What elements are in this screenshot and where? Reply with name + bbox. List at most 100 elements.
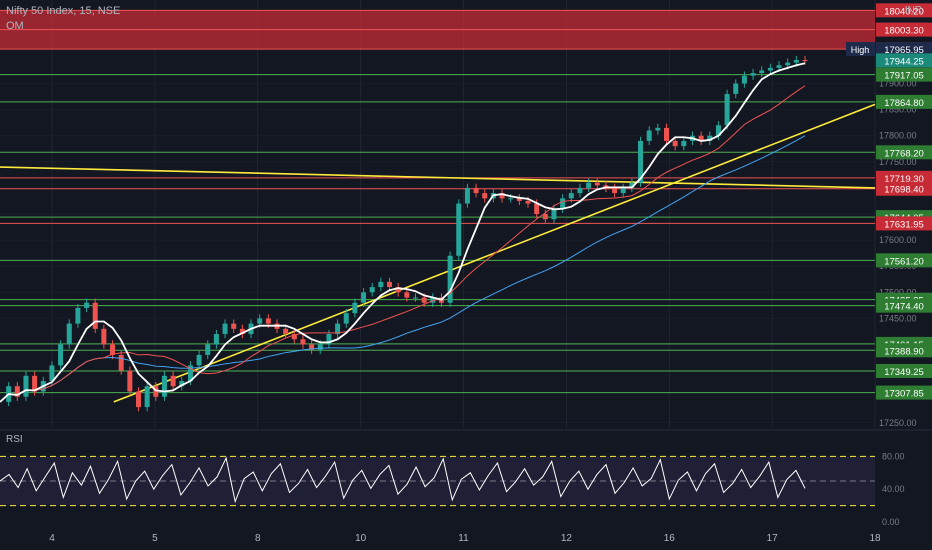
candle-body xyxy=(101,328,107,345)
candle-body xyxy=(179,381,185,387)
level-label: 17917.05 xyxy=(884,71,924,82)
candle-body xyxy=(646,130,652,141)
x-tick-label: 10 xyxy=(355,533,367,544)
level-label: 17768.20 xyxy=(884,148,924,159)
candle-body xyxy=(170,375,176,387)
candle-body xyxy=(560,198,566,209)
candle-body xyxy=(144,386,150,408)
candle-body xyxy=(785,62,791,66)
candle-body xyxy=(724,93,730,126)
candle-body xyxy=(612,187,618,194)
candle-body xyxy=(551,208,557,220)
candle-body xyxy=(568,193,574,199)
x-tick-label: 12 xyxy=(561,533,573,544)
level-label: 18003.30 xyxy=(884,26,924,37)
candle-body xyxy=(464,187,470,204)
candle-body xyxy=(499,193,505,199)
candle-body xyxy=(196,354,202,366)
y-tick-label: 17850.00 xyxy=(879,105,917,115)
level-label: 17307.85 xyxy=(884,389,924,400)
candle-body xyxy=(638,140,644,183)
level-label: 17349.25 xyxy=(884,367,924,378)
candle-body xyxy=(594,182,600,186)
x-tick-label: 16 xyxy=(664,533,676,544)
rsi-label: RSI xyxy=(6,434,23,445)
candle-body xyxy=(620,187,626,194)
y-tick-label: 17500.00 xyxy=(879,287,917,297)
candle-body xyxy=(369,287,375,293)
rsi-line xyxy=(0,456,806,504)
ma-slow-line xyxy=(0,135,806,403)
candle-body xyxy=(395,287,401,293)
candle-body xyxy=(681,140,687,147)
x-tick-label: 17 xyxy=(767,533,779,544)
candle-body xyxy=(525,200,531,204)
candle-body xyxy=(66,323,72,345)
candle-body xyxy=(110,344,116,355)
candle-body xyxy=(741,75,747,84)
level-label-box xyxy=(876,343,932,358)
candle-body xyxy=(655,127,661,131)
candle-body xyxy=(387,281,393,288)
candle-body xyxy=(404,292,410,298)
x-tick-label: 18 xyxy=(869,533,881,544)
candle-body xyxy=(664,127,670,141)
y-tick-label: 17750.00 xyxy=(879,157,917,167)
candle-body xyxy=(239,328,245,335)
candle-body xyxy=(456,203,462,256)
level-label-box xyxy=(876,145,932,160)
candle-body xyxy=(707,135,713,141)
high-tag-label: High xyxy=(851,45,870,55)
y-tick-label: 17800.00 xyxy=(879,131,917,141)
ma-fast-line xyxy=(0,62,806,403)
candle-body xyxy=(421,297,427,303)
candle-body xyxy=(213,334,219,345)
candle-body xyxy=(205,344,211,355)
level-label-box xyxy=(876,363,932,378)
candle-body xyxy=(118,354,124,371)
level-label: 17965.95 xyxy=(884,45,924,56)
candle-body xyxy=(231,323,237,329)
level-label: 17944.25 xyxy=(884,56,924,67)
candle-body xyxy=(672,140,678,147)
candle-body xyxy=(265,318,271,324)
level-label-box xyxy=(876,67,932,82)
candle-body xyxy=(750,73,756,76)
level-label: 17388.90 xyxy=(884,346,924,357)
rsi-tick-label: 0.00 xyxy=(882,517,900,527)
level-label: 17474.40 xyxy=(884,302,924,313)
y-tick-label: 17600.00 xyxy=(879,235,917,245)
candle-body xyxy=(14,386,20,397)
rsi-tick-label: 40.00 xyxy=(882,484,905,494)
x-tick-label: 8 xyxy=(255,533,261,544)
level-label: 17698.40 xyxy=(884,185,924,196)
level-label-box xyxy=(876,216,932,231)
x-tick-label: 4 xyxy=(49,533,55,544)
candle-body xyxy=(127,370,133,392)
candle-body xyxy=(361,292,367,303)
candle-body xyxy=(412,297,418,299)
currency-label: INR xyxy=(904,5,922,16)
candle-body xyxy=(335,323,341,335)
candle-body xyxy=(326,334,332,345)
candle-body xyxy=(378,281,384,288)
level-label-box xyxy=(876,253,932,268)
candle-body xyxy=(577,187,583,194)
candle-body xyxy=(516,198,522,201)
candle-body xyxy=(542,214,548,220)
candle-body xyxy=(153,386,159,397)
candle-body xyxy=(793,60,799,63)
candle-body xyxy=(586,182,592,188)
y-tick-label: 17450.00 xyxy=(879,313,917,323)
level-label-box xyxy=(876,94,932,109)
trendline xyxy=(0,166,876,189)
candle-body xyxy=(776,65,782,68)
candle-body xyxy=(767,67,773,71)
candle-body xyxy=(629,182,635,188)
candle-body xyxy=(317,344,323,350)
high-tag-box xyxy=(846,42,875,57)
candle-body xyxy=(58,344,64,366)
level-label-box xyxy=(876,298,932,313)
candle-body xyxy=(135,391,141,408)
